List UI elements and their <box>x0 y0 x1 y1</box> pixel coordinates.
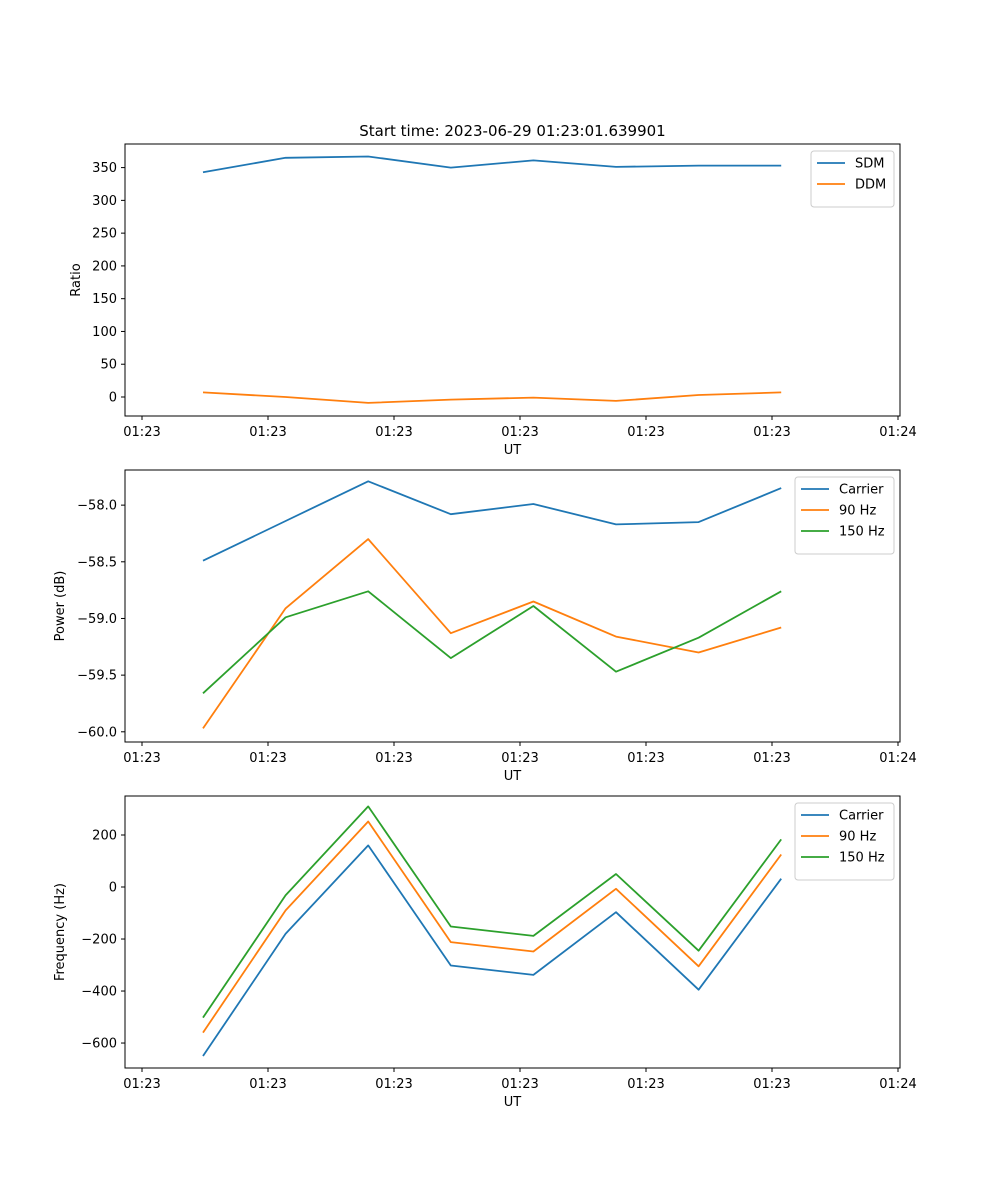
legend-entry: SDM <box>855 157 884 172</box>
legend-entry: Carrier <box>839 809 884 824</box>
panel-1: 01:23 01:23 01:23 01:23 01:23 01:23 01:24 0 50 10… <box>69 143 917 458</box>
x-tick-label: 01:23 <box>249 1077 286 1092</box>
series-line-sdm <box>202 155 782 174</box>
y-axis-label: Power (dB) <box>53 571 68 642</box>
x-tick-label: 01:23 <box>501 1077 538 1092</box>
panel-3: 01:23 01:23 01:23 01:23 01:23 01:23 01:24 −600 −… <box>53 795 917 1110</box>
y-tick-label: 150 <box>92 292 117 307</box>
x-axis-label: UT <box>504 769 522 784</box>
x-tick-label: 01:23 <box>627 425 664 440</box>
x-tick-label: 01:23 <box>753 751 790 766</box>
x-tick-label: 01:23 <box>501 751 538 766</box>
y-tick-label: −59.0 <box>77 612 117 627</box>
axes-frame <box>124 143 901 417</box>
y-tick-label: 100 <box>92 325 117 340</box>
legend-box <box>810 150 895 208</box>
series-line-150-hz <box>202 590 782 694</box>
x-tick-label: 01:23 <box>501 425 538 440</box>
y-tick-label: −60.0 <box>77 725 117 740</box>
legend-entry: 150 Hz <box>839 525 885 540</box>
series-line-carrier <box>202 480 782 562</box>
legend: Carrier 90 Hz 150 Hz <box>794 476 895 555</box>
y-tick-label: 200 <box>92 259 117 274</box>
legend: SDM DDM <box>810 150 895 208</box>
panel-2: 01:23 01:23 01:23 01:23 01:23 01:23 01:24 −60.0… <box>53 469 917 784</box>
legend-entry: 150 Hz <box>839 851 885 866</box>
y-axis-label: Ratio <box>69 263 84 296</box>
y-tick-label: 0 <box>109 881 117 896</box>
axes-frame <box>124 469 901 743</box>
x-tick-label: 01:23 <box>249 425 286 440</box>
x-tick-label: 01:24 <box>879 751 916 766</box>
y-tick-label: −400 <box>81 985 117 1000</box>
y-tick-label: 0 <box>109 390 117 405</box>
x-tick-label: 01:23 <box>375 751 412 766</box>
y-tick-label: −59.5 <box>77 669 117 684</box>
series-line-90-hz <box>202 538 782 729</box>
series-line-ddm <box>202 391 782 404</box>
x-tick-label: 01:23 <box>753 1077 790 1092</box>
x-tick-label: 01:23 <box>627 1077 664 1092</box>
y-tick-label: −58.5 <box>77 555 117 570</box>
y-tick-label: 300 <box>92 194 117 209</box>
legend-entry: DDM <box>855 178 886 193</box>
x-tick-label: 01:23 <box>375 1077 412 1092</box>
legend-entry: Carrier <box>839 483 884 498</box>
figure-title: Start time: 2023-06-29 01:23:01.639901 <box>359 122 665 140</box>
y-tick-label: −200 <box>81 933 117 948</box>
y-tick-label: −58.0 <box>77 499 117 514</box>
x-tick-label: 01:23 <box>123 1077 160 1092</box>
legend: Carrier 90 Hz 150 Hz <box>794 802 895 881</box>
y-tick-label: 350 <box>92 161 117 176</box>
y-tick-label: 50 <box>100 358 117 373</box>
x-axis-label: UT <box>504 1095 522 1110</box>
x-axis-label: UT <box>504 443 522 458</box>
y-axis-label: Frequency (Hz) <box>53 883 68 981</box>
legend-box <box>794 476 895 555</box>
x-tick-label: 01:23 <box>123 751 160 766</box>
x-tick-label: 01:23 <box>375 425 412 440</box>
y-tick-label: −600 <box>81 1037 117 1052</box>
y-tick-label: 250 <box>92 227 117 242</box>
legend-entry: 90 Hz <box>839 830 876 845</box>
x-tick-label: 01:23 <box>753 425 790 440</box>
x-tick-label: 01:24 <box>879 1077 916 1092</box>
x-tick-label: 01:23 <box>627 751 664 766</box>
series-line-90-hz <box>202 820 782 1034</box>
x-tick-label: 01:24 <box>879 425 916 440</box>
axes-frame <box>124 795 901 1069</box>
x-tick-label: 01:23 <box>249 751 286 766</box>
y-tick-label: 200 <box>92 829 117 844</box>
x-tick-label: 01:23 <box>123 425 160 440</box>
series-line-150-hz <box>202 805 782 1019</box>
series-line-carrier <box>202 844 782 1057</box>
legend-box <box>794 802 895 881</box>
legend-entry: 90 Hz <box>839 504 876 519</box>
